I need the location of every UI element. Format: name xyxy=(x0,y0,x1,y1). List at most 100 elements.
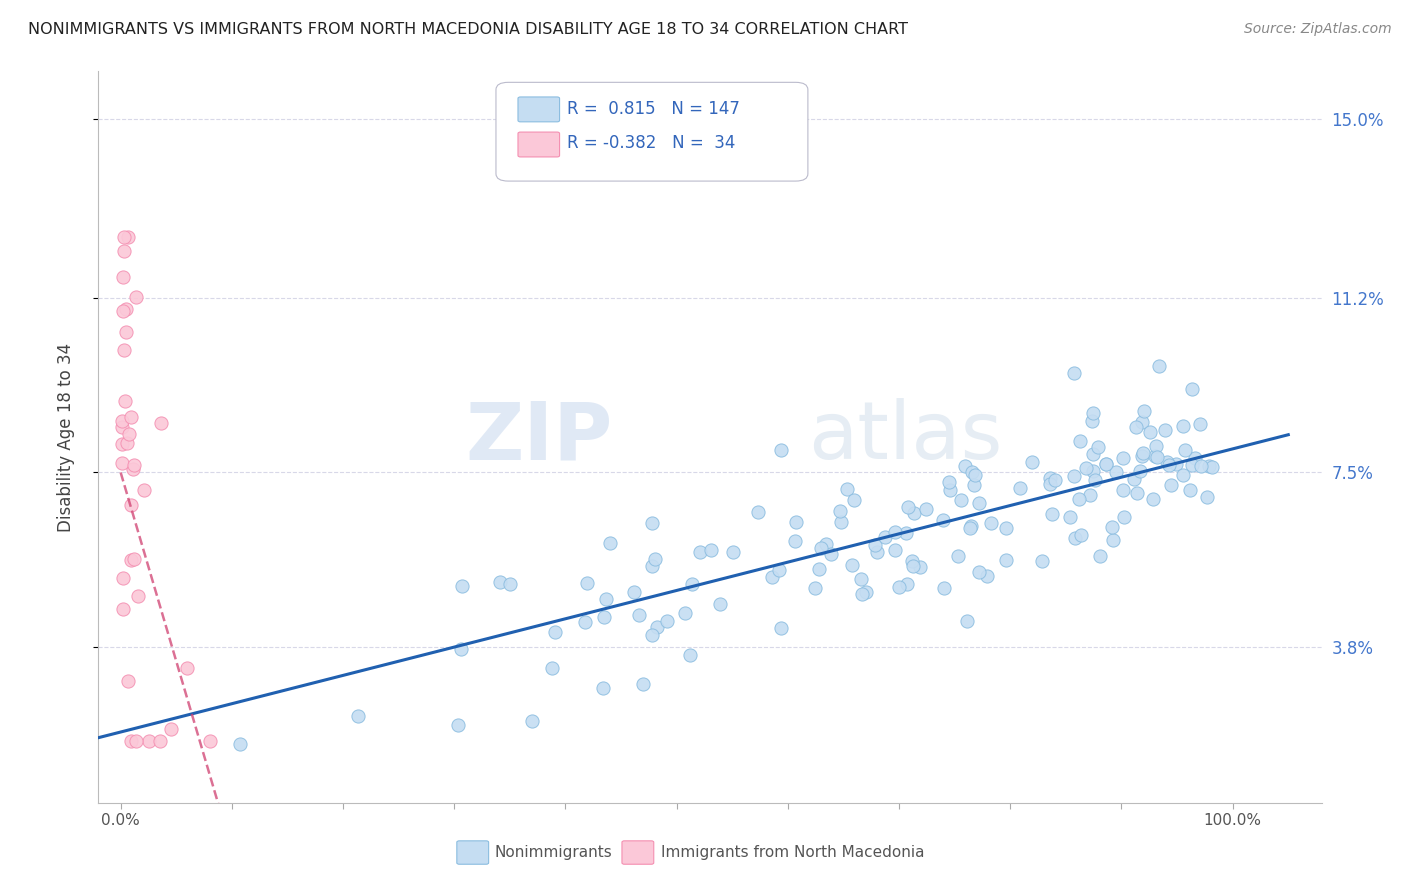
Point xyxy=(149,417,172,431)
Point xyxy=(1040,507,1063,521)
Point xyxy=(807,562,830,576)
Text: R = -0.382   N =  34: R = -0.382 N = 34 xyxy=(567,134,735,152)
Point xyxy=(499,577,522,591)
Point xyxy=(1144,439,1167,453)
FancyBboxPatch shape xyxy=(517,132,560,157)
Point xyxy=(1102,533,1125,548)
Point xyxy=(1039,477,1062,491)
Text: R =  0.815   N = 147: R = 0.815 N = 147 xyxy=(567,100,740,118)
Point xyxy=(1087,440,1109,454)
Point xyxy=(949,493,972,508)
Point xyxy=(747,505,769,519)
Point xyxy=(1201,460,1223,475)
Point xyxy=(884,543,907,558)
Point xyxy=(120,410,142,425)
Point xyxy=(117,673,139,688)
Point xyxy=(575,576,598,591)
Point xyxy=(959,520,981,534)
Point xyxy=(689,545,711,559)
Point xyxy=(963,478,986,492)
Point xyxy=(124,734,146,748)
Point xyxy=(1078,488,1101,502)
Point xyxy=(1173,467,1195,482)
Point xyxy=(114,326,136,340)
Point xyxy=(938,475,960,490)
Point xyxy=(995,521,1018,535)
Point xyxy=(112,303,135,318)
Point xyxy=(1063,531,1085,545)
Point xyxy=(1021,455,1043,469)
Point xyxy=(956,614,979,628)
Point xyxy=(953,458,976,473)
Point xyxy=(785,516,807,530)
Point xyxy=(681,576,703,591)
Point xyxy=(120,499,142,513)
Point xyxy=(1197,491,1219,505)
Y-axis label: Disability Age 18 to 34: Disability Age 18 to 34 xyxy=(56,343,75,532)
Point xyxy=(1166,457,1188,471)
Point xyxy=(1095,457,1118,471)
Point xyxy=(1181,382,1204,396)
Point xyxy=(785,534,807,549)
Point xyxy=(1039,470,1062,484)
Point xyxy=(851,572,873,586)
Point xyxy=(1159,458,1181,473)
Point xyxy=(592,609,614,624)
Point xyxy=(1031,554,1053,568)
Point xyxy=(967,496,990,510)
FancyBboxPatch shape xyxy=(517,97,560,122)
Text: NONIMMIGRANTS VS IMMIGRANTS FROM NORTH MACEDONIA DISABILITY AGE 18 TO 34 CORRELA: NONIMMIGRANTS VS IMMIGRANTS FROM NORTH M… xyxy=(28,22,908,37)
Point xyxy=(132,483,155,497)
Point xyxy=(599,535,621,549)
Point xyxy=(896,577,918,591)
Point xyxy=(1094,457,1116,471)
Point xyxy=(451,578,474,592)
Point xyxy=(640,628,662,642)
Point xyxy=(1133,404,1156,418)
Point xyxy=(709,597,731,611)
Point xyxy=(948,549,970,563)
Point xyxy=(894,526,917,541)
Point xyxy=(842,493,865,508)
Point xyxy=(1149,359,1171,374)
Point xyxy=(804,581,827,595)
Point xyxy=(1059,510,1081,524)
Point xyxy=(883,524,905,539)
Point xyxy=(114,394,136,409)
Point xyxy=(111,571,134,585)
Point xyxy=(1130,449,1153,463)
Point xyxy=(770,442,793,457)
Point xyxy=(960,465,983,479)
Text: Immigrants from North Macedonia: Immigrants from North Macedonia xyxy=(661,845,925,860)
Point xyxy=(120,553,142,567)
Point xyxy=(810,541,832,555)
Point xyxy=(592,681,614,695)
Point xyxy=(1069,491,1091,506)
Point xyxy=(124,291,146,305)
Point xyxy=(768,563,790,577)
Point xyxy=(1178,483,1201,497)
Point xyxy=(863,538,886,552)
Point xyxy=(149,734,172,748)
Point xyxy=(1101,520,1123,534)
Point xyxy=(540,661,562,675)
Point xyxy=(1154,423,1177,437)
Point xyxy=(595,592,617,607)
Point xyxy=(679,648,702,662)
Point xyxy=(1132,446,1154,460)
Point xyxy=(1142,492,1164,507)
Point xyxy=(117,229,139,244)
Point xyxy=(623,585,645,599)
Point xyxy=(1010,481,1032,495)
Point xyxy=(1125,486,1147,500)
Point xyxy=(835,482,858,496)
Point xyxy=(897,500,920,514)
Point xyxy=(1043,473,1066,487)
Point xyxy=(1069,434,1091,449)
Point xyxy=(903,506,925,520)
Point xyxy=(1139,425,1161,439)
Point xyxy=(641,516,664,531)
Point xyxy=(114,301,136,316)
Point xyxy=(1160,478,1182,492)
Point xyxy=(1083,464,1105,478)
